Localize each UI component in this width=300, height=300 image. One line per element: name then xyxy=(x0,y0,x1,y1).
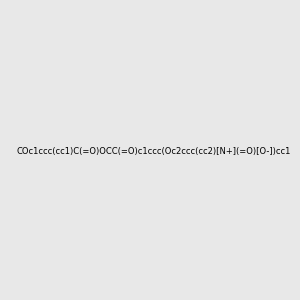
Text: COc1ccc(cc1)C(=O)OCC(=O)c1ccc(Oc2ccc(cc2)[N+](=O)[O-])cc1: COc1ccc(cc1)C(=O)OCC(=O)c1ccc(Oc2ccc(cc2… xyxy=(16,147,291,156)
